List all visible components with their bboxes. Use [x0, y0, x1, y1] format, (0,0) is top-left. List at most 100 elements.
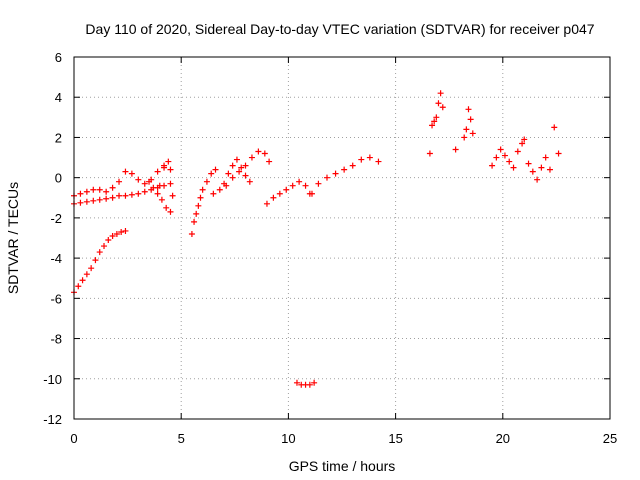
- data-point: [191, 218, 198, 225]
- data-point: [210, 190, 217, 197]
- data-point: [83, 271, 90, 278]
- data-point: [77, 199, 84, 206]
- y-tick-label: -12: [43, 412, 62, 427]
- data-point: [306, 381, 313, 388]
- data-point: [497, 146, 504, 153]
- data-point: [197, 194, 204, 201]
- series-track-11-14h: [306, 154, 382, 197]
- data-point: [165, 158, 172, 165]
- data-point: [233, 156, 240, 163]
- data-point: [229, 174, 236, 181]
- data-point: [113, 230, 120, 237]
- data-point: [225, 170, 232, 177]
- data-point: [489, 162, 496, 169]
- y-tick-label: -10: [43, 372, 62, 387]
- y-axis-label: SDTVAR / TECUs: [5, 182, 21, 294]
- series-cluster-17h: [426, 90, 446, 157]
- grid: [74, 57, 610, 419]
- data-point: [323, 174, 330, 181]
- data-point: [463, 126, 470, 133]
- data-point: [452, 146, 459, 153]
- data-point: [88, 265, 95, 272]
- data-point: [75, 283, 82, 290]
- data-point: [105, 237, 112, 244]
- x-axis-label: GPS time / hours: [289, 458, 396, 474]
- data-point: [141, 180, 148, 187]
- data-point: [122, 192, 129, 199]
- series-cluster-18h: [452, 106, 476, 153]
- data-point: [311, 379, 318, 386]
- series-outlier-11h: [293, 379, 318, 388]
- y-tick-label: 6: [55, 50, 62, 65]
- y-tick-label: -6: [50, 291, 62, 306]
- data-point: [296, 178, 303, 185]
- data-point: [109, 194, 116, 201]
- data-point: [109, 184, 116, 191]
- data-point: [525, 160, 532, 167]
- series-track-7-8h: [221, 156, 253, 187]
- data-point: [534, 176, 541, 183]
- data-point: [242, 162, 249, 169]
- data-point: [90, 186, 97, 193]
- data-point: [551, 124, 558, 131]
- data-point: [546, 166, 553, 173]
- data-point: [208, 170, 215, 177]
- data-point: [167, 208, 174, 215]
- data-point: [83, 198, 90, 205]
- data-point: [135, 190, 142, 197]
- data-point: [122, 168, 129, 175]
- data-point: [332, 170, 339, 177]
- data-point: [433, 114, 440, 121]
- data-point: [542, 154, 549, 161]
- y-tick-label: 2: [55, 130, 62, 145]
- data-point: [506, 158, 513, 165]
- data-point: [122, 227, 129, 234]
- series-cluster-21-22h: [521, 124, 562, 183]
- y-tick-label: 0: [55, 171, 62, 186]
- y-tick-label: -4: [50, 251, 62, 266]
- data-point: [77, 190, 84, 197]
- x-axis: 0 5 10 15 20 25: [70, 57, 617, 446]
- data-point: [116, 178, 123, 185]
- data-point: [90, 197, 97, 204]
- y-tick-label: 4: [55, 90, 62, 105]
- data-point: [167, 166, 174, 173]
- data-point: [156, 182, 163, 189]
- data-point: [283, 186, 290, 193]
- data-point: [109, 232, 116, 239]
- data-point: [229, 162, 236, 169]
- y-axis: -12 -10 -8 -6 -4 -2 0 2 4 6: [43, 50, 610, 427]
- y-tick-label: -8: [50, 332, 62, 347]
- data-point: [128, 191, 135, 198]
- data-point: [270, 194, 277, 201]
- data-point: [96, 196, 103, 203]
- x-tick-label: 15: [388, 431, 402, 446]
- data-point: [306, 190, 313, 197]
- data-point: [83, 188, 90, 195]
- x-tick-label: 10: [281, 431, 295, 446]
- x-tick-label: 0: [70, 431, 77, 446]
- data-point: [501, 152, 508, 159]
- data-point: [435, 100, 442, 107]
- data-point: [96, 186, 103, 193]
- data-points: [71, 90, 562, 388]
- data-point: [221, 180, 228, 187]
- data-point: [238, 164, 245, 171]
- data-point: [521, 136, 528, 143]
- data-point: [103, 188, 110, 195]
- data-point: [266, 158, 273, 165]
- data-point: [216, 186, 223, 193]
- data-point: [203, 178, 210, 185]
- data-point: [358, 156, 365, 163]
- data-point: [248, 154, 255, 161]
- data-point: [467, 116, 474, 123]
- data-point: [154, 190, 161, 197]
- data-point: [538, 164, 545, 171]
- data-point: [293, 379, 300, 386]
- data-point: [236, 168, 243, 175]
- series-cluster-4h: [146, 158, 176, 215]
- data-point: [437, 90, 444, 97]
- x-tick-label: 5: [178, 431, 185, 446]
- data-point: [116, 192, 123, 199]
